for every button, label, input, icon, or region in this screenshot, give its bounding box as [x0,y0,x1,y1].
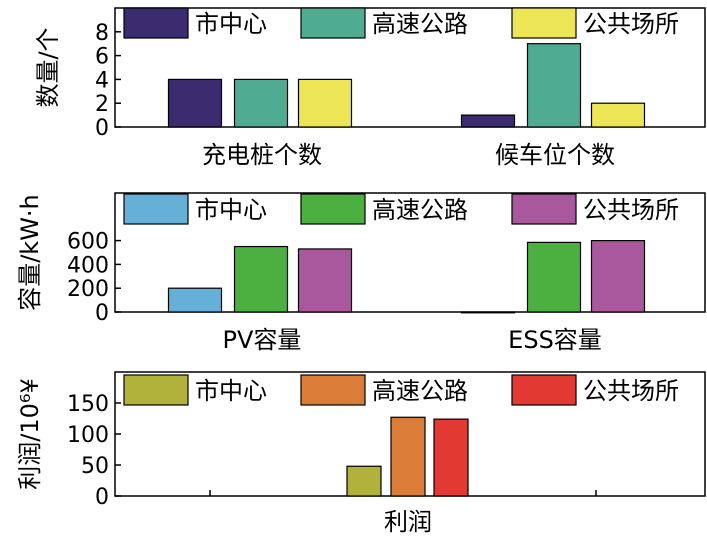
legend-label: 公共场所 [583,377,679,405]
y-tick-label: 600 [67,230,109,255]
y-tick-label: 200 [67,277,109,302]
y-tick-label: 50 [81,454,109,479]
y-tick-label: 0 [95,301,109,326]
legend-label: 高速公路 [372,10,468,38]
x-category-label: 充电桩个数 [202,141,322,169]
y-axis-label: 容量/kW·h [16,194,44,311]
y-tick-label: 0 [95,116,109,141]
plot-frame [114,7,706,128]
legend-swatch [123,193,189,225]
bar-2-2 [526,241,582,313]
bar-1-1 [346,465,382,497]
legend-swatch [300,374,366,406]
x-category-label: 候车位个数 [495,141,615,169]
x-category-label: ESS容量 [508,326,602,354]
bar-2-2 [526,43,582,128]
bar-1-1 [167,78,223,128]
bar-3-2 [590,240,646,313]
legend-swatch [123,7,189,39]
legend-label: 市中心 [195,10,267,38]
legend-swatch [511,193,577,225]
y-axis-label: 利润/10⁶¥ [16,378,44,490]
legend-label: 市中心 [195,377,267,405]
bar-2-1 [233,245,289,313]
y-tick-label: 0 [95,485,109,510]
bar-1-2 [460,311,516,314]
y-tick-label: 400 [67,253,109,278]
legend-label: 公共场所 [583,196,679,224]
y-tick-label: 150 [67,392,109,417]
legend-swatch [300,7,366,39]
y-tick-label: 8 [95,21,109,46]
legend-label: 高速公路 [372,196,468,224]
y-axis-label: 数量/个 [34,27,62,107]
legend-swatch [511,374,577,406]
bar-1-2 [460,114,516,128]
legend-swatch [511,7,577,39]
bar-3-1 [297,248,353,313]
bar-3-1 [433,418,469,497]
bar-2-1 [390,416,426,497]
y-tick-label: 100 [67,423,109,448]
legend-swatch [123,374,189,406]
legend-label: 市中心 [195,196,267,224]
y-tick-label: 6 [95,45,109,70]
plot-frame [114,192,706,313]
y-tick-label: 4 [95,68,109,93]
legend-label: 公共场所 [583,10,679,38]
legend-label: 高速公路 [372,377,468,405]
bar-2-1 [233,78,289,128]
legend-swatch [300,193,366,225]
bar-3-2 [590,102,646,128]
chart-panel-3: 0 50 100 150 利润/10⁶¥ 利润 市中心 高速公路 公共场所 [16,371,706,536]
bar-1-1 [167,287,223,313]
y-tick-label: 2 [95,92,109,117]
x-category-label: PV容量 [223,326,302,354]
x-category-label: 利润 [384,508,432,536]
bar-3-1 [297,78,353,128]
